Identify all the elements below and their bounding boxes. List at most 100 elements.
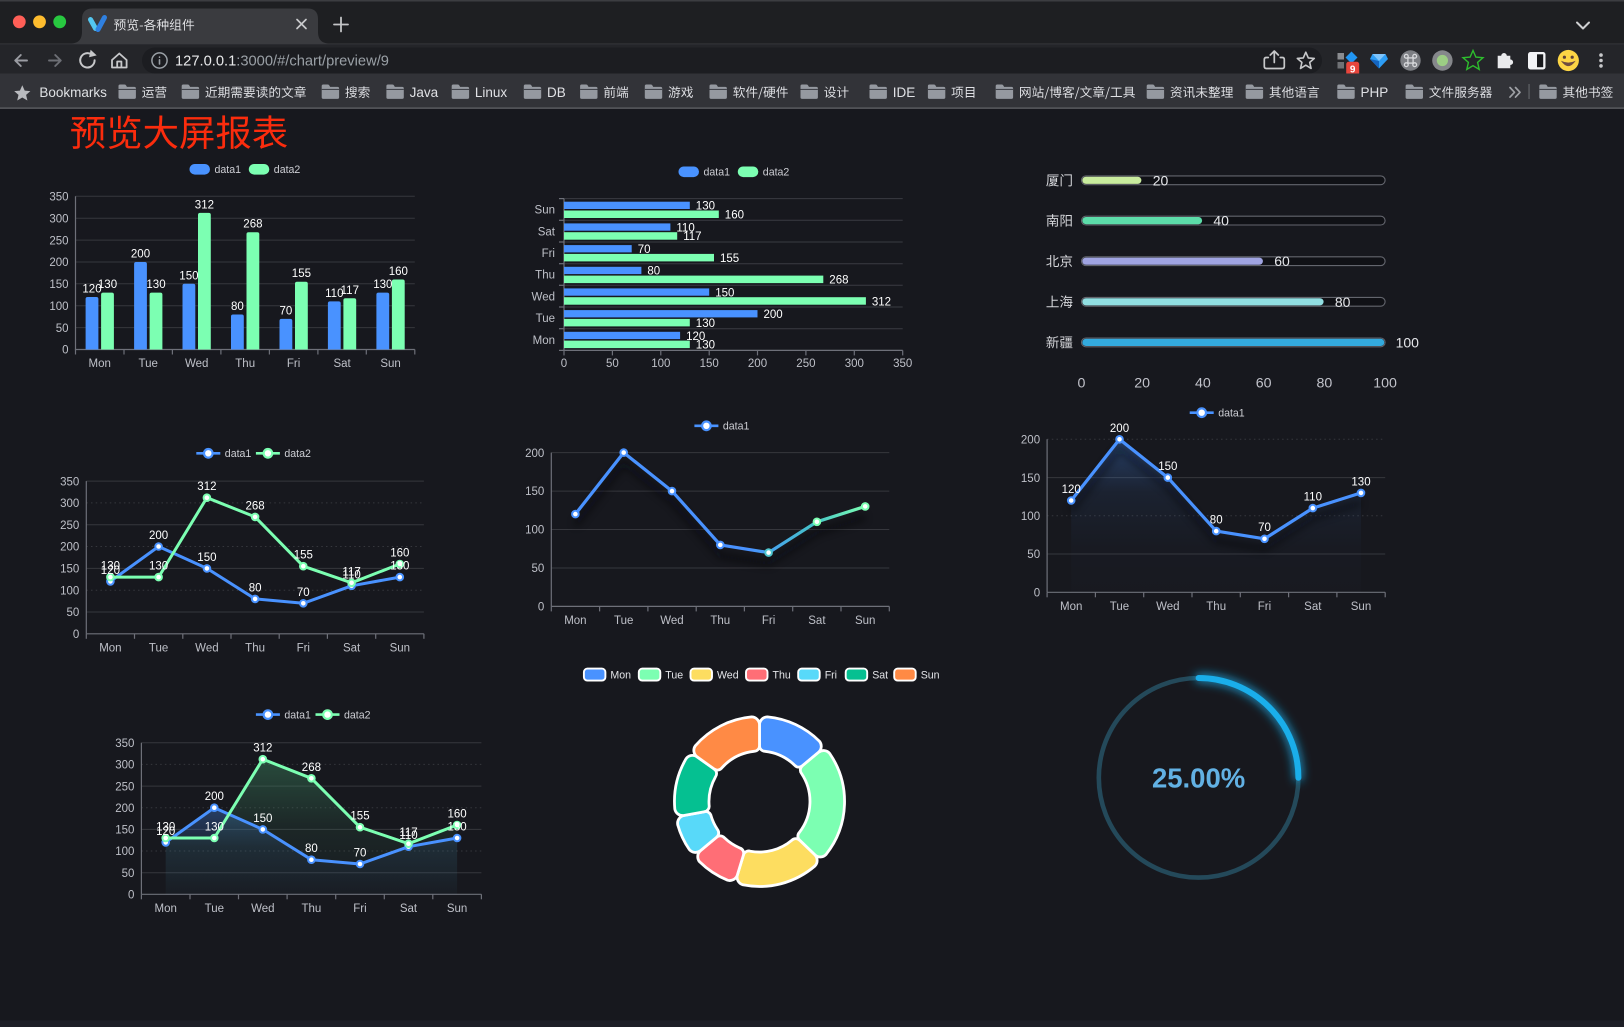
svg-text:250: 250 — [49, 235, 68, 247]
svg-text:130: 130 — [1351, 476, 1370, 488]
svg-text:Tue: Tue — [665, 669, 683, 681]
svg-text:80: 80 — [1335, 294, 1351, 310]
svg-text:200: 200 — [60, 542, 79, 554]
svg-text:Mon: Mon — [99, 642, 121, 654]
svg-text:Fri: Fri — [1258, 601, 1271, 613]
svg-text:300: 300 — [60, 498, 79, 510]
svg-text:110: 110 — [325, 288, 343, 300]
svg-text:PHP: PHP — [1361, 85, 1389, 100]
svg-text:Java: Java — [410, 85, 439, 100]
svg-text:Sun: Sun — [1351, 601, 1371, 613]
svg-text:Mon: Mon — [610, 669, 631, 681]
svg-text:117: 117 — [342, 566, 360, 578]
svg-text:350: 350 — [49, 192, 68, 204]
svg-text:130: 130 — [146, 279, 165, 291]
svg-text:250: 250 — [796, 358, 815, 370]
svg-text:268: 268 — [302, 762, 321, 774]
svg-text:Thu: Thu — [710, 615, 730, 627]
svg-text:Mon: Mon — [1060, 601, 1082, 613]
svg-text:200: 200 — [131, 249, 150, 261]
svg-text:0: 0 — [538, 602, 544, 614]
svg-text:data1: data1 — [723, 421, 750, 433]
svg-text:100: 100 — [115, 846, 134, 858]
svg-text:100: 100 — [525, 525, 544, 537]
svg-text:150: 150 — [525, 486, 544, 498]
svg-text:160: 160 — [390, 548, 409, 560]
svg-text:50: 50 — [1027, 549, 1040, 561]
svg-text:200: 200 — [1110, 423, 1129, 435]
svg-text:70: 70 — [1258, 522, 1271, 534]
svg-text:130: 130 — [448, 822, 467, 834]
svg-text:Thu: Thu — [1206, 601, 1226, 613]
svg-text:50: 50 — [532, 563, 545, 575]
svg-text:Fri: Fri — [542, 248, 555, 260]
svg-text:300: 300 — [845, 358, 864, 370]
svg-text:70: 70 — [280, 305, 293, 317]
svg-text:Thu: Thu — [245, 642, 265, 654]
svg-text:200: 200 — [748, 358, 767, 370]
svg-text:160: 160 — [448, 809, 467, 821]
svg-text:110: 110 — [676, 222, 694, 234]
svg-text:120: 120 — [82, 284, 101, 296]
svg-text:130: 130 — [390, 561, 409, 573]
svg-text:110: 110 — [342, 569, 360, 581]
svg-text:Fri: Fri — [825, 669, 837, 681]
svg-text:Fri: Fri — [762, 615, 775, 627]
svg-text:150: 150 — [179, 270, 198, 282]
svg-text:80: 80 — [1317, 375, 1333, 391]
svg-text:20: 20 — [1134, 375, 1150, 391]
svg-text:160: 160 — [725, 210, 744, 222]
svg-text:312: 312 — [197, 481, 216, 493]
svg-text:Thu: Thu — [235, 358, 255, 370]
svg-text:70: 70 — [638, 244, 651, 256]
svg-text:Sat: Sat — [333, 358, 351, 370]
svg-text:150: 150 — [115, 825, 134, 837]
svg-text:Mon: Mon — [155, 903, 177, 915]
svg-text:120: 120 — [156, 826, 175, 838]
svg-text:0: 0 — [62, 345, 68, 357]
svg-text:Wed: Wed — [251, 903, 274, 915]
svg-text:268: 268 — [243, 219, 262, 231]
svg-text:Mon: Mon — [564, 615, 586, 627]
svg-text:150: 150 — [700, 358, 719, 370]
svg-text:130: 130 — [101, 561, 120, 573]
svg-text:155: 155 — [292, 268, 311, 280]
svg-text:100: 100 — [1021, 511, 1040, 523]
svg-text:100: 100 — [60, 585, 79, 597]
svg-text:200: 200 — [764, 309, 783, 321]
svg-text:Tue: Tue — [1110, 601, 1129, 613]
svg-text:Tue: Tue — [205, 903, 224, 915]
svg-text:Bookmarks: Bookmarks — [39, 85, 107, 100]
svg-text:312: 312 — [195, 199, 214, 211]
svg-text:100: 100 — [651, 358, 670, 370]
svg-text:300: 300 — [49, 213, 68, 225]
svg-text:110: 110 — [1304, 492, 1322, 504]
svg-text:20: 20 — [1153, 172, 1169, 188]
svg-text:117: 117 — [399, 827, 417, 839]
svg-text:data1: data1 — [215, 164, 242, 176]
svg-text:Mon: Mon — [89, 358, 111, 370]
svg-text:155: 155 — [294, 550, 313, 562]
svg-text:100: 100 — [49, 301, 68, 313]
svg-text:Tue: Tue — [536, 313, 555, 325]
svg-text:120: 120 — [101, 565, 120, 577]
svg-text:100: 100 — [1373, 375, 1397, 391]
svg-text:250: 250 — [60, 520, 79, 532]
svg-text:200: 200 — [49, 257, 68, 269]
svg-text:Fri: Fri — [287, 358, 300, 370]
svg-text:150: 150 — [253, 813, 272, 825]
svg-text:0: 0 — [561, 358, 567, 370]
svg-text:Mon: Mon — [533, 335, 555, 347]
svg-text:Thu: Thu — [301, 903, 321, 915]
svg-text:312: 312 — [253, 743, 272, 755]
svg-text:80: 80 — [305, 843, 318, 855]
svg-text:Wed: Wed — [1156, 601, 1179, 613]
svg-text:Sun: Sun — [921, 669, 940, 681]
svg-text:data2: data2 — [284, 448, 311, 460]
svg-text:Tue: Tue — [139, 358, 158, 370]
svg-text:50: 50 — [67, 607, 80, 619]
svg-text:150: 150 — [49, 279, 68, 291]
svg-text:50: 50 — [606, 358, 619, 370]
svg-text:60: 60 — [1274, 253, 1290, 269]
svg-text:Wed: Wed — [717, 669, 739, 681]
